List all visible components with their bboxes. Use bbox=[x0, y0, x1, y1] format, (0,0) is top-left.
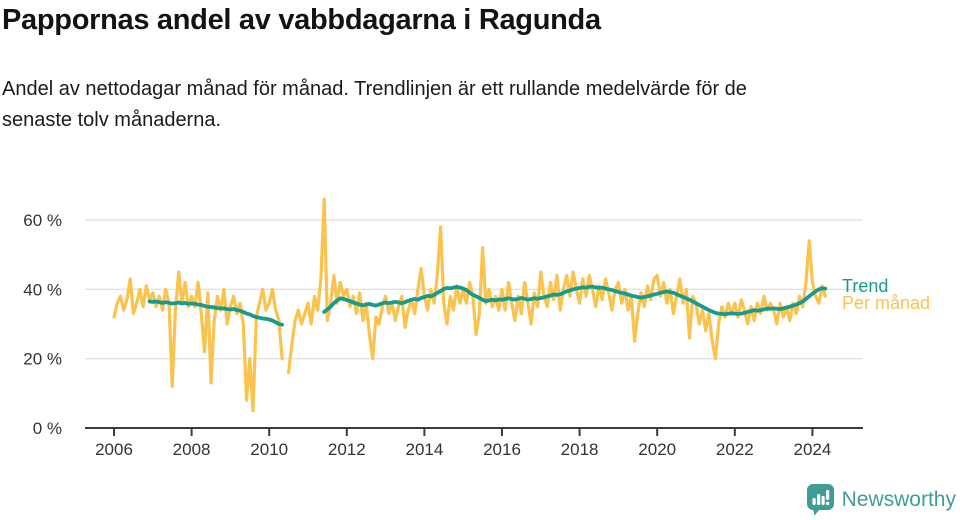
x-tick-label: 2016 bbox=[483, 440, 521, 459]
legend-label-trend: Trend bbox=[842, 276, 888, 296]
x-tick-label: 2018 bbox=[561, 440, 599, 459]
legend-label-per-month: Per månad bbox=[842, 293, 930, 313]
x-tick-label: 2020 bbox=[638, 440, 676, 459]
per-month-line bbox=[287, 197, 827, 375]
x-tick-label: 2008 bbox=[173, 440, 211, 459]
logo-text: Newsworthy bbox=[841, 487, 956, 511]
y-tick-label: 60 % bbox=[23, 211, 62, 230]
x-tick-label: 2024 bbox=[793, 440, 831, 459]
trend-line bbox=[322, 284, 828, 317]
plot-area: 0 % 20 % 40 % 60 % 2006 2008 2010 2012 2014 2016 2… bbox=[23, 197, 863, 459]
x-tick-label: 2014 bbox=[405, 440, 443, 459]
y-tick-label: 0 % bbox=[33, 419, 62, 438]
bar-chart-speech-bubble-icon bbox=[806, 484, 834, 516]
y-tick-label: 40 % bbox=[23, 280, 62, 299]
page-title: Pappornas andel av vabbdagarna i Ragunda bbox=[2, 4, 601, 36]
per-month-line bbox=[112, 270, 284, 413]
y-tick-label: 20 % bbox=[23, 350, 62, 369]
x-tick-label: 2012 bbox=[328, 440, 366, 459]
chart-subtitle: Andel av nettodagar månad för månad. Tre… bbox=[2, 78, 747, 131]
x-tick-label: 2006 bbox=[95, 440, 133, 459]
x-tick-label: 2022 bbox=[716, 440, 754, 459]
x-tick-label: 2010 bbox=[250, 440, 288, 459]
trend-line bbox=[147, 299, 284, 327]
newsworthy-logo: Newsworthy bbox=[806, 483, 956, 516]
